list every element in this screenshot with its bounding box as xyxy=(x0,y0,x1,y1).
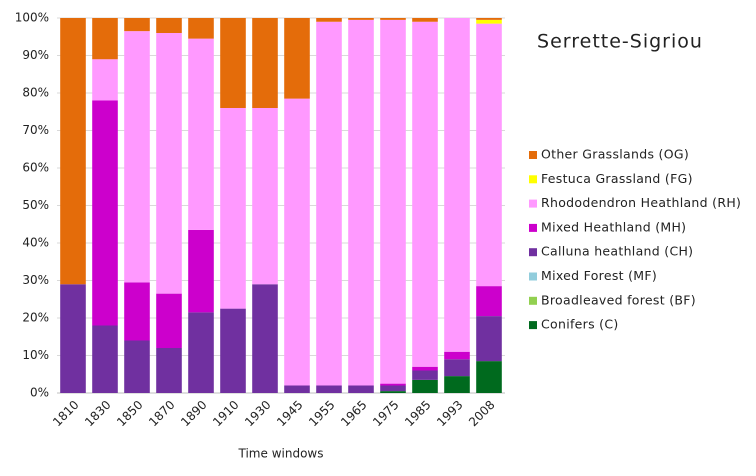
bar-segment xyxy=(380,385,406,392)
legend-label: Calluna heathland (CH) xyxy=(541,244,693,259)
bar-segment xyxy=(412,18,438,22)
legend-label: Mixed Heathland (MH) xyxy=(541,219,686,234)
bar-segment xyxy=(92,18,118,60)
legend-label: Broadleaved forest (BF) xyxy=(541,292,696,307)
legend-swatch xyxy=(529,223,537,232)
bar-segment xyxy=(92,100,118,326)
bar-segment xyxy=(412,370,438,380)
bar-segment xyxy=(444,359,470,377)
bar-segment xyxy=(476,19,502,24)
y-tick-label: 80% xyxy=(22,86,49,100)
legend-swatch xyxy=(529,321,537,330)
bar-segment xyxy=(380,18,406,20)
bar-segment xyxy=(284,18,310,99)
bar-segment xyxy=(476,316,502,362)
y-tick-label: 40% xyxy=(22,236,49,250)
y-tick-label: 60% xyxy=(22,161,49,175)
y-tick-label: 0% xyxy=(30,386,49,400)
bar-segment xyxy=(220,308,246,393)
bar-segment xyxy=(188,229,214,313)
bar-segment xyxy=(316,21,342,386)
bar-segment xyxy=(412,21,438,367)
bar-segment xyxy=(92,59,118,101)
bar-segment xyxy=(316,18,342,22)
y-tick-label: 30% xyxy=(22,273,49,287)
bar-segment xyxy=(252,18,278,108)
bar-segment xyxy=(188,312,214,393)
bar-segment xyxy=(188,18,214,39)
x-axis-label: Time windows xyxy=(238,447,324,461)
bar-segment xyxy=(380,391,406,393)
y-tick-label: 90% xyxy=(22,48,49,62)
bar-segment xyxy=(60,18,86,285)
legend-label: Conifers (C) xyxy=(541,317,619,332)
bar-segment xyxy=(156,293,182,348)
legend-swatch xyxy=(529,248,537,257)
bar-segment xyxy=(124,18,150,32)
legend-swatch xyxy=(529,151,537,159)
bar-segment xyxy=(412,366,438,371)
bar-segment xyxy=(284,98,310,386)
bar-segment xyxy=(476,18,502,20)
bar-segment xyxy=(252,108,278,285)
legend-swatch xyxy=(529,175,537,184)
bar-segment xyxy=(348,19,374,386)
legend-label: Mixed Forest (MF) xyxy=(541,268,657,283)
bar-segment xyxy=(60,284,86,393)
chart-title: Serrette-Sigriou xyxy=(537,31,703,53)
legend-label: Other Grasslands (OG) xyxy=(541,147,689,162)
y-tick-label: 20% xyxy=(22,311,49,325)
bar-segment xyxy=(476,286,502,317)
legend-swatch xyxy=(529,199,537,208)
y-tick-label: 10% xyxy=(22,348,49,362)
bar-segment xyxy=(476,361,502,393)
y-tick-label: 50% xyxy=(22,198,49,212)
y-tick-label: 70% xyxy=(22,123,49,137)
legend-label: Rhododendron Heathland (RH) xyxy=(541,195,741,210)
bar-segment xyxy=(92,325,118,393)
bar-segment xyxy=(412,379,438,393)
bar-segment xyxy=(444,376,470,393)
bar-segment xyxy=(156,18,182,33)
bar-segment xyxy=(156,33,182,294)
bar-segment xyxy=(444,351,470,360)
bar-segment xyxy=(220,18,246,108)
bar-segment xyxy=(316,385,342,393)
legend-label: Festuca Grassland (FG) xyxy=(541,171,693,186)
y-tick-label: 100% xyxy=(15,11,49,25)
bar-segment xyxy=(124,282,150,341)
legend-swatch xyxy=(529,272,537,281)
bar-segment xyxy=(284,385,310,393)
bar-segment xyxy=(124,340,150,393)
bar-segment xyxy=(380,383,406,386)
legend-swatch xyxy=(529,296,537,305)
bar-segment xyxy=(348,18,374,20)
bar-segment xyxy=(220,108,246,309)
bar-segment xyxy=(348,385,374,393)
bar-segment xyxy=(188,38,214,230)
bar-segment xyxy=(252,284,278,393)
bar-segment xyxy=(124,31,150,283)
bar-segment xyxy=(156,348,182,393)
bar-segment xyxy=(380,19,406,384)
bar-segment xyxy=(476,23,502,287)
bar-segment xyxy=(444,18,470,352)
